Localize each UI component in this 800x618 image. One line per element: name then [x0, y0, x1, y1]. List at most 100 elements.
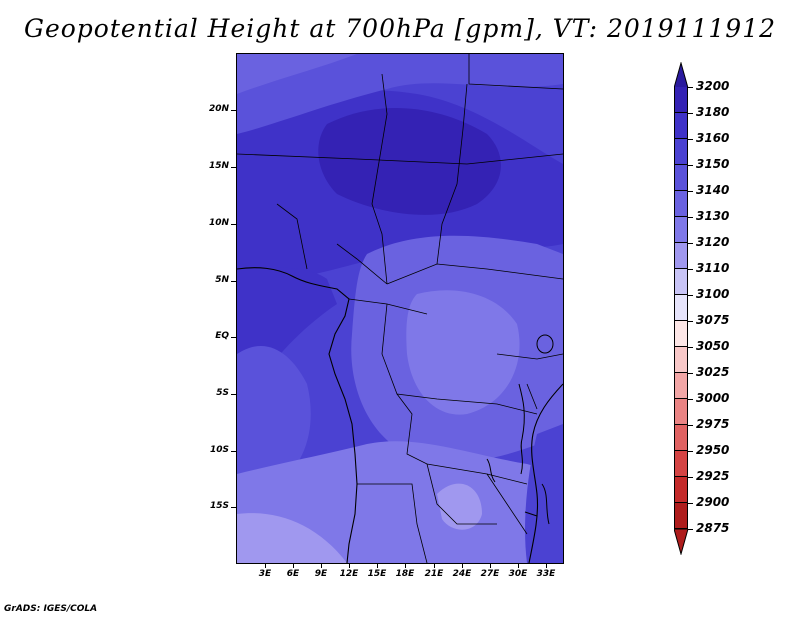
y-tick-label: 10N: [208, 218, 229, 228]
chart-title: Geopotential Height at 700hPa [gpm], VT:…: [23, 14, 777, 43]
x-tick-label: 24E: [452, 569, 472, 579]
colorbar-tick: [688, 321, 693, 322]
x-tick-label: 33E: [536, 569, 556, 579]
colorbar-tick: [688, 477, 693, 478]
x-tick: [265, 563, 266, 568]
colorbar-swatch: [674, 373, 688, 399]
y-tick-label: 20N: [208, 104, 229, 114]
colorbar-tick: [688, 295, 693, 296]
colorbar-label: 2925: [696, 469, 730, 483]
x-tick-label: 3E: [258, 569, 272, 579]
colorbar-label: 2875: [696, 521, 730, 535]
colorbar-label: 2900: [696, 495, 730, 509]
x-tick-label: 18E: [395, 569, 415, 579]
borders: [237, 54, 563, 563]
map-plot-area: [236, 53, 564, 564]
field-southeast: [525, 424, 563, 563]
colorbar-swatch: [674, 399, 688, 425]
colorbar-label: 3025: [696, 365, 730, 379]
field-congo-core: [406, 290, 520, 415]
field-southwest: [237, 513, 347, 563]
colorbar-swatch: [674, 269, 688, 295]
colorbar-tick: [688, 503, 693, 504]
field-atlantic: [237, 345, 311, 494]
colorbar-label: 2950: [696, 443, 730, 457]
colorbar-tick: [688, 451, 693, 452]
x-tick-label: 6E: [286, 569, 300, 579]
colorbar-label: 3150: [696, 157, 730, 171]
y-tick: [231, 394, 236, 395]
x-tick: [349, 563, 350, 568]
y-tick-label: 5S: [216, 388, 229, 398]
colorbar-tick: [688, 347, 693, 348]
x-tick-label: 12E: [339, 569, 359, 579]
colorbar-label: 3110: [696, 261, 730, 275]
x-tick: [546, 563, 547, 568]
colorbar-label: 3100: [696, 287, 730, 301]
x-tick: [293, 563, 294, 568]
x-tick: [377, 563, 378, 568]
colorbar-swatch: [674, 217, 688, 243]
colorbar-label: 3120: [696, 235, 730, 249]
colorbar-swatch: [674, 87, 688, 113]
x-tick: [490, 563, 491, 568]
colorbar-tick: [688, 165, 693, 166]
y-tick: [231, 110, 236, 111]
x-tick-label: 30E: [508, 569, 528, 579]
y-tick-label: 15N: [208, 161, 229, 171]
colorbar-tick: [688, 373, 693, 374]
x-tick: [462, 563, 463, 568]
y-tick: [231, 224, 236, 225]
colorbar-bottom-arrow: [674, 529, 689, 555]
y-tick: [231, 507, 236, 508]
x-tick-label: 9E: [314, 569, 328, 579]
colorbar-tick: [688, 243, 693, 244]
colorbar-swatch: [674, 321, 688, 347]
x-tick-label: 15E: [367, 569, 387, 579]
colorbar-tick: [688, 529, 693, 530]
colorbar-label: 3050: [696, 339, 730, 353]
y-tick-label: 15S: [209, 501, 229, 511]
colorbar-label: 3200: [696, 79, 730, 93]
colorbar-label: 3000: [696, 391, 730, 405]
colorbar-tick: [688, 399, 693, 400]
colorbar-label: 2975: [696, 417, 730, 431]
y-tick: [231, 281, 236, 282]
colorbar-tick: [688, 269, 693, 270]
x-tick: [405, 563, 406, 568]
x-tick: [434, 563, 435, 568]
y-tick-label: EQ: [215, 331, 229, 341]
colorbar-swatch: [674, 191, 688, 217]
x-tick: [518, 563, 519, 568]
colorbar-tick: [688, 139, 693, 140]
field-south: [237, 441, 563, 563]
colorbar-label: 3180: [696, 105, 730, 119]
colorbar-tick: [688, 217, 693, 218]
colorbar-tick: [688, 191, 693, 192]
colorbar-swatch: [674, 295, 688, 321]
y-tick: [231, 167, 236, 168]
colorbar-tick: [688, 425, 693, 426]
colorbar-label: 3075: [696, 313, 730, 327]
y-tick-label: 10S: [209, 445, 229, 455]
coastlines: [237, 267, 563, 563]
colorbar-swatch: [674, 139, 688, 165]
colorbar-label: 3140: [696, 183, 730, 197]
colorbar-swatch: [674, 477, 688, 503]
colorbar-swatch: [674, 425, 688, 451]
grads-credit: GrADS: IGES/COLA: [4, 604, 98, 614]
colorbar-label: 3160: [696, 131, 730, 145]
lakes: [486, 334, 554, 525]
y-tick: [231, 451, 236, 452]
colorbar-tick: [688, 113, 693, 114]
x-tick-label: 21E: [424, 569, 444, 579]
x-tick: [321, 563, 322, 568]
colorbar-swatch: [674, 113, 688, 139]
colorbar-swatch: [674, 347, 688, 373]
x-tick-label: 27E: [480, 569, 500, 579]
y-tick-label: 5N: [215, 275, 229, 285]
colorbar-tick: [688, 87, 693, 88]
colorbar-label: 3130: [696, 209, 730, 223]
map-fields: [237, 54, 563, 563]
field-north: [237, 54, 563, 134]
